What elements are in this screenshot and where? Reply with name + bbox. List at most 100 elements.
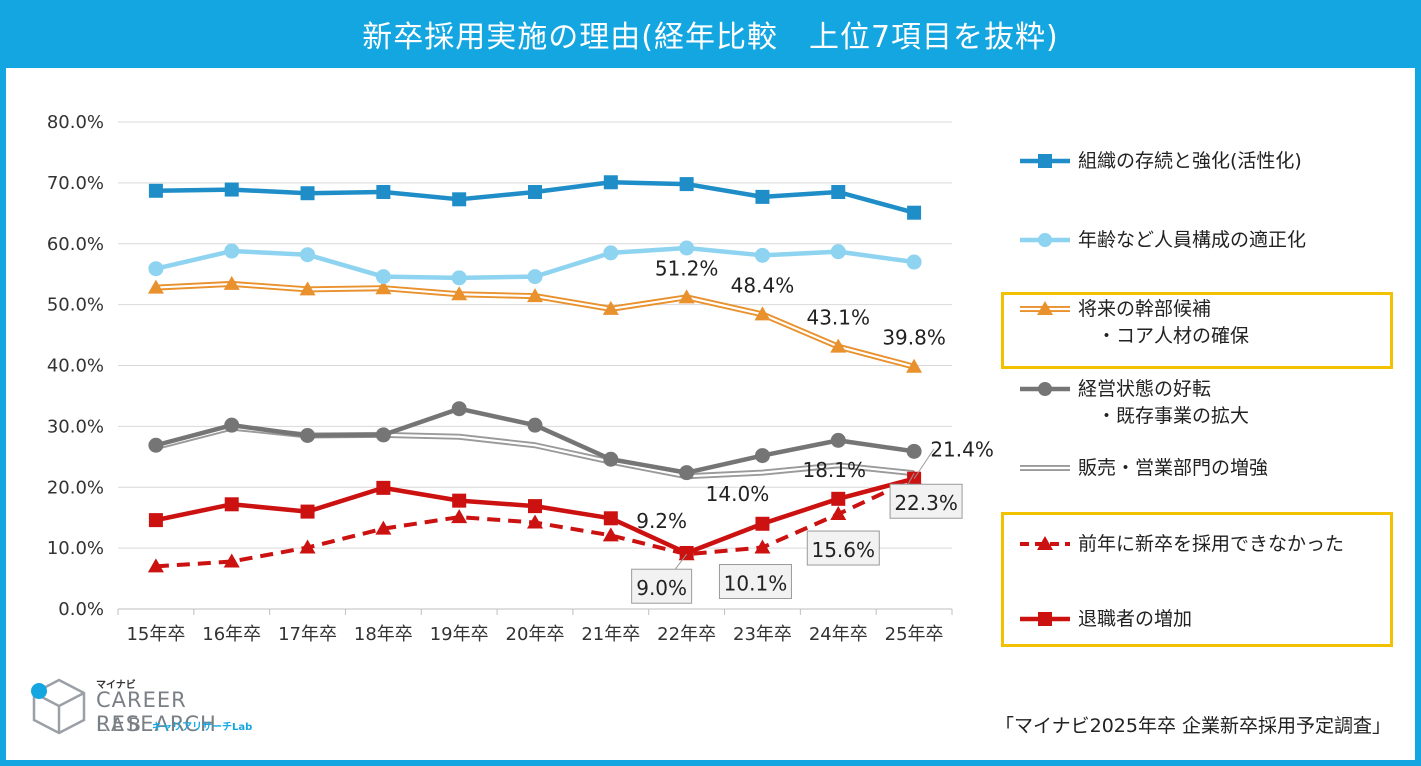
data-label: 9.2% [636, 509, 687, 533]
data-label: 15.6% [811, 538, 875, 562]
x-tick-label: 24年卒 [809, 624, 868, 645]
data-point [300, 428, 316, 444]
data-label: 10.1% [724, 572, 788, 596]
data-point [603, 245, 619, 261]
data-point [830, 244, 846, 260]
x-tick-label: 16年卒 [202, 624, 261, 645]
data-point [224, 243, 240, 259]
x-tick-label: 17年卒 [278, 624, 337, 645]
x-tick-label: 18年卒 [354, 624, 413, 645]
legend-swatch-icon [1020, 154, 1070, 168]
data-point [375, 269, 391, 285]
data-label-box [806, 530, 880, 566]
y-tick-label: 70.0% [47, 173, 104, 194]
data-point [224, 417, 240, 433]
data-point [300, 504, 315, 519]
data-point [603, 451, 619, 467]
data-point [299, 539, 316, 554]
data-point [528, 499, 542, 514]
legend-swatch-icon [1020, 382, 1070, 396]
data-point [603, 511, 618, 526]
data-point [223, 553, 240, 568]
data-point [906, 358, 923, 373]
logo-main-text: CAREER RESEARCH [96, 688, 217, 736]
data-point [147, 279, 164, 294]
source-note: 「マイナビ2025年卒 企業新卒採用予定調査」 [994, 715, 1391, 737]
data-point [224, 497, 239, 512]
legend-swatch-icon [1020, 536, 1070, 550]
data-point [527, 514, 543, 529]
y-tick-label: 20.0% [47, 477, 104, 498]
data-point [148, 261, 164, 277]
data-label: 39.8% [882, 326, 946, 350]
data-label: 21.4% [930, 438, 994, 462]
legend-label: 前年に新卒を採用できなかった [1078, 533, 1345, 555]
data-point [451, 286, 468, 301]
y-tick-label: 10.0% [47, 538, 104, 559]
x-tick-label: 21年卒 [581, 624, 640, 645]
data-point [148, 513, 163, 528]
logo-lab-text: LAB [96, 714, 146, 736]
legend-label: 組織の存続と強化(活性化) [1078, 150, 1302, 172]
data-point [224, 182, 239, 197]
data-label-box [718, 564, 792, 600]
data-label: 9.0% [636, 576, 687, 600]
data-point [300, 247, 316, 263]
legend-item: 将来の幹部候補 ・コア人材の確保 [1018, 296, 1249, 350]
legend-item: 経営状態の好転 ・既存事業の拡大 [1018, 376, 1249, 430]
data-point [527, 269, 543, 285]
x-tick-label: 19年卒 [430, 624, 489, 645]
data-point [527, 288, 543, 303]
data-point [602, 527, 619, 542]
data-label-box [889, 483, 963, 519]
data-point [754, 539, 771, 554]
data-point [148, 183, 163, 198]
legend-highlight-box-2 [1001, 512, 1393, 647]
x-tick-label: 15年卒 [126, 624, 185, 645]
data-point [830, 432, 846, 448]
legend-label: 販売・営業部門の増強 [1078, 457, 1269, 479]
legend-label: 退職者の増加 [1078, 608, 1193, 630]
data-point [831, 491, 846, 506]
data-point [451, 509, 468, 524]
data-point [375, 280, 392, 295]
data-point [906, 443, 922, 459]
x-tick-label: 20年卒 [506, 624, 565, 645]
x-tick-label: 25年卒 [885, 624, 944, 645]
legend-swatch-icon [1020, 301, 1070, 315]
data-point [831, 185, 846, 200]
y-tick-label: 0.0% [58, 599, 104, 620]
data-point [678, 546, 695, 561]
legend-label: 将来の幹部候補 ・コア人材の確保 [1078, 298, 1250, 347]
data-label: 22.3% [894, 491, 958, 515]
data-point [451, 401, 467, 417]
legend-item: 年齢など人員構成の適正化 [1018, 227, 1306, 254]
data-label: 51.2% [655, 256, 719, 280]
data-label: 14.0% [706, 482, 770, 506]
data-point [906, 254, 922, 270]
career-research-lab-logo: マイナビ CAREER RESEARCH LAB キャリアリサーチLab [28, 676, 298, 736]
data-point [299, 281, 316, 296]
legend-highlight-box-1 [1001, 292, 1393, 369]
legend-swatch-icon [1020, 465, 1070, 471]
data-point [223, 275, 240, 290]
data-point [754, 448, 770, 464]
logo-sub-text: キャリアリサーチLab [152, 722, 253, 733]
y-tick-label: 40.0% [47, 356, 104, 377]
data-point [679, 240, 695, 256]
legend-label: 経営状態の好転 ・既存事業の拡大 [1078, 378, 1250, 427]
y-tick-label: 30.0% [47, 416, 104, 437]
x-tick-label: 23年卒 [733, 624, 792, 645]
legend-item: 前年に新卒を採用できなかった [1018, 531, 1344, 558]
data-point [830, 506, 847, 521]
data-point [755, 189, 770, 204]
cube-logo-icon [31, 678, 86, 735]
data-label: 43.1% [806, 306, 870, 330]
legend-swatch-icon [1020, 233, 1070, 247]
data-point [451, 270, 467, 286]
data-point [375, 520, 392, 535]
data-point [452, 493, 467, 508]
data-label-box [631, 568, 693, 604]
